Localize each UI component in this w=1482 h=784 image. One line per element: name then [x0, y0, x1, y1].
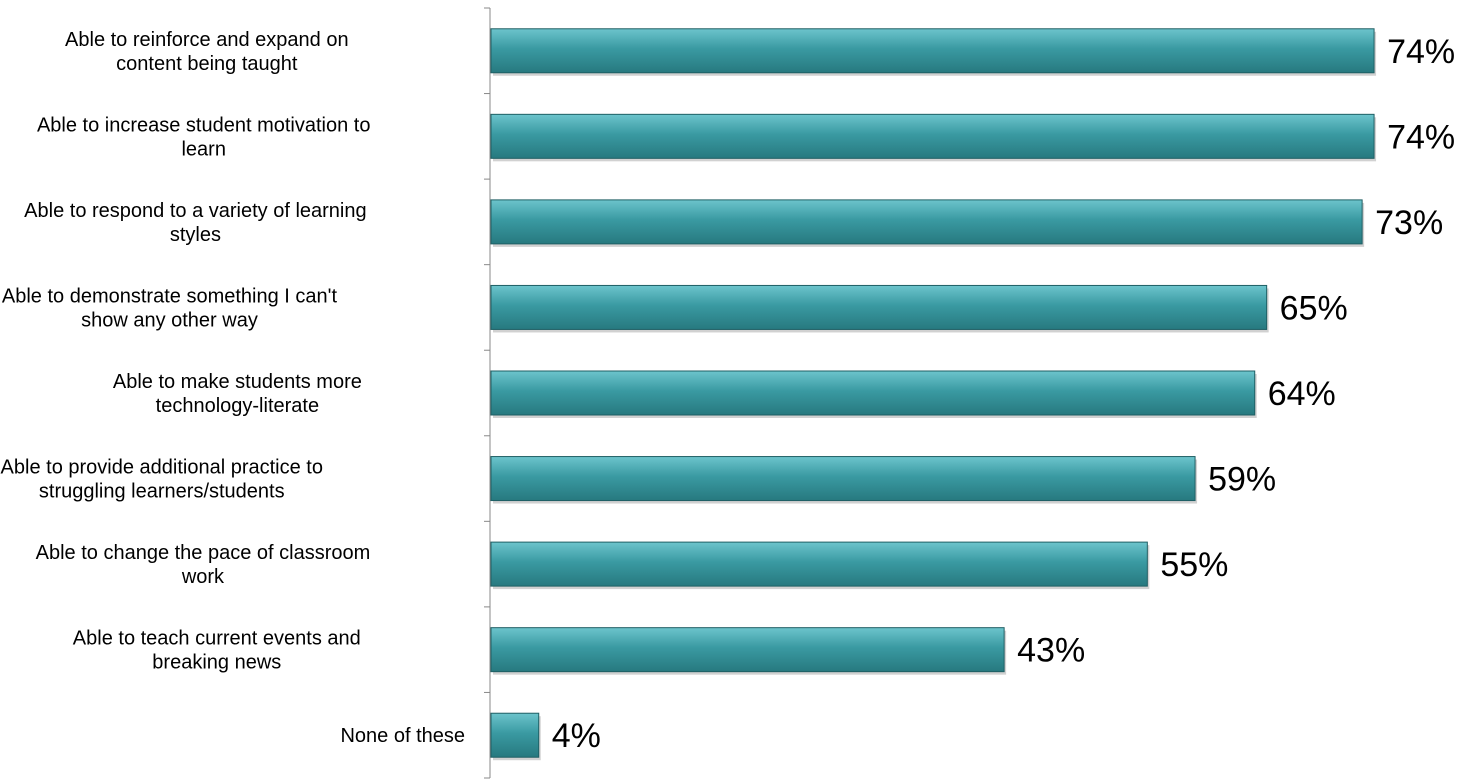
category-label: Able to make students more technology-lit…	[113, 371, 362, 417]
value-label: 74%	[1387, 118, 1455, 156]
y-axis	[484, 7, 491, 779]
bar	[490, 199, 1363, 245]
value-labels: 74% 74% 73% 65% 64% 59% 55% 43% 4%	[552, 33, 1455, 755]
bar	[490, 284, 1268, 330]
value-label: 59%	[1208, 461, 1276, 499]
category-label: None of these	[340, 725, 465, 747]
category-label: Able to provide additional practice to st…	[1, 457, 323, 503]
category-labels: Able to reinforce and expand on content b…	[1, 29, 465, 747]
bar	[490, 113, 1375, 159]
bar	[490, 28, 1375, 74]
value-label: 55%	[1160, 546, 1228, 584]
bars-layer	[490, 28, 1377, 761]
value-label: 74%	[1387, 33, 1455, 71]
category-label: Able to respond to a variety of learning…	[24, 200, 366, 246]
value-label: 4%	[552, 717, 601, 755]
bar	[490, 456, 1196, 502]
value-label: 64%	[1268, 375, 1336, 413]
value-label: 73%	[1375, 204, 1443, 242]
bar	[490, 627, 1005, 673]
category-label: Able to increase student motivation to le…	[37, 114, 371, 160]
category-label: Able to change the pace of classroom work	[36, 542, 371, 588]
category-label: Able to demonstrate something I can't sho…	[2, 285, 338, 331]
category-label: Able to teach current events and breaking…	[73, 628, 361, 674]
value-label: 65%	[1280, 289, 1348, 327]
value-label: 43%	[1017, 632, 1085, 670]
bar	[490, 712, 540, 758]
bar	[490, 370, 1256, 416]
category-label: Able to reinforce and expand on content b…	[65, 29, 349, 75]
bar	[490, 541, 1148, 587]
